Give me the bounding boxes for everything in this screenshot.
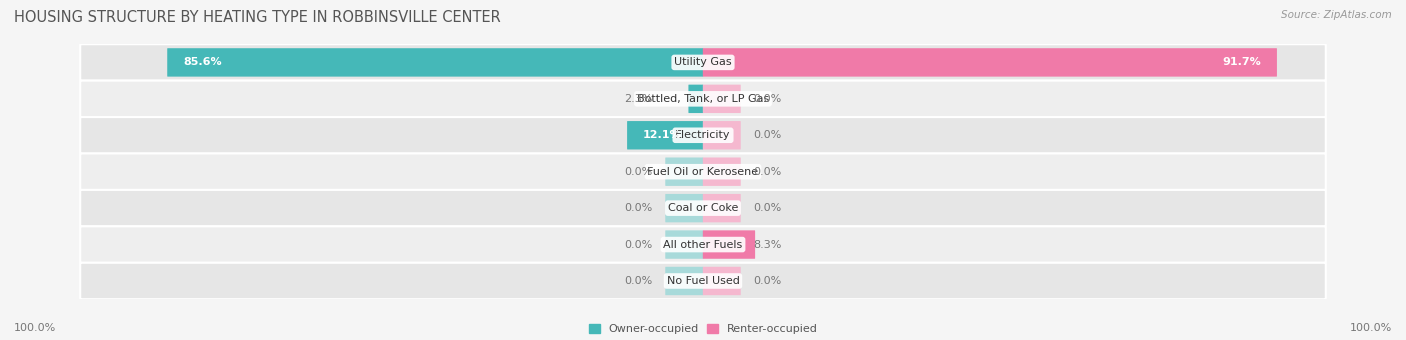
FancyBboxPatch shape [703, 267, 741, 295]
FancyBboxPatch shape [80, 117, 1326, 153]
FancyBboxPatch shape [703, 231, 755, 259]
FancyBboxPatch shape [80, 190, 1326, 226]
Text: 0.0%: 0.0% [624, 276, 652, 286]
FancyBboxPatch shape [80, 153, 1326, 190]
Text: 2.3%: 2.3% [624, 94, 652, 104]
Text: 0.0%: 0.0% [754, 130, 782, 140]
FancyBboxPatch shape [665, 267, 703, 295]
Text: Source: ZipAtlas.com: Source: ZipAtlas.com [1281, 10, 1392, 20]
Text: Electricity: Electricity [675, 130, 731, 140]
FancyBboxPatch shape [665, 231, 703, 259]
Text: 91.7%: 91.7% [1222, 57, 1261, 67]
Text: 0.0%: 0.0% [754, 94, 782, 104]
FancyBboxPatch shape [167, 48, 703, 76]
FancyBboxPatch shape [665, 157, 703, 186]
Text: 0.0%: 0.0% [754, 203, 782, 213]
Text: All other Fuels: All other Fuels [664, 240, 742, 250]
Text: 0.0%: 0.0% [624, 167, 652, 177]
Text: No Fuel Used: No Fuel Used [666, 276, 740, 286]
FancyBboxPatch shape [80, 81, 1326, 117]
FancyBboxPatch shape [627, 121, 703, 150]
FancyBboxPatch shape [665, 194, 703, 222]
FancyBboxPatch shape [80, 226, 1326, 263]
FancyBboxPatch shape [703, 48, 1277, 76]
Text: Bottled, Tank, or LP Gas: Bottled, Tank, or LP Gas [637, 94, 769, 104]
Text: 0.0%: 0.0% [624, 203, 652, 213]
FancyBboxPatch shape [703, 194, 741, 222]
FancyBboxPatch shape [689, 85, 703, 113]
FancyBboxPatch shape [703, 85, 741, 113]
FancyBboxPatch shape [703, 121, 741, 150]
Text: 100.0%: 100.0% [14, 323, 56, 333]
Legend: Owner-occupied, Renter-occupied: Owner-occupied, Renter-occupied [589, 324, 817, 335]
FancyBboxPatch shape [80, 263, 1326, 299]
FancyBboxPatch shape [80, 44, 1326, 81]
Text: 85.6%: 85.6% [183, 57, 222, 67]
Text: 0.0%: 0.0% [754, 276, 782, 286]
Text: Coal or Coke: Coal or Coke [668, 203, 738, 213]
Text: Utility Gas: Utility Gas [675, 57, 731, 67]
FancyBboxPatch shape [703, 157, 741, 186]
Text: 8.3%: 8.3% [754, 240, 782, 250]
Text: HOUSING STRUCTURE BY HEATING TYPE IN ROBBINSVILLE CENTER: HOUSING STRUCTURE BY HEATING TYPE IN ROB… [14, 10, 501, 25]
Text: 100.0%: 100.0% [1350, 323, 1392, 333]
Text: 0.0%: 0.0% [624, 240, 652, 250]
Text: 12.1%: 12.1% [643, 130, 682, 140]
Text: Fuel Oil or Kerosene: Fuel Oil or Kerosene [647, 167, 759, 177]
Text: 0.0%: 0.0% [754, 167, 782, 177]
